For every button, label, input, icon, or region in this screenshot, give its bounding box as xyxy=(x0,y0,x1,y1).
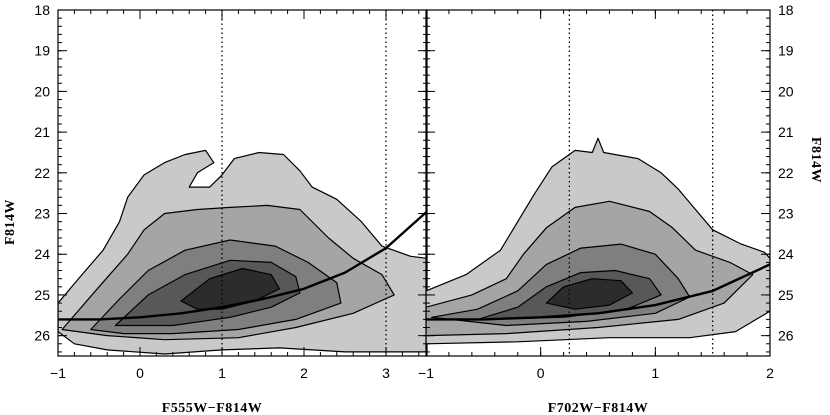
left-ytick-label: 18 xyxy=(34,2,50,18)
right-ytick-label: 22 xyxy=(778,165,794,181)
left-ytick-label: 26 xyxy=(34,328,50,344)
right-ytick-label: 19 xyxy=(778,43,794,59)
left-panel: F555W−F814W F814W −1 0 1 2 31819202122232425… xyxy=(3,2,428,415)
left-ytick-label: 20 xyxy=(34,83,50,99)
right-frame xyxy=(425,9,771,357)
right-ytick-label: 18 xyxy=(778,2,794,18)
right-x-axis-title: F702W−F814W xyxy=(548,401,649,415)
right-ytick-label: 24 xyxy=(778,246,794,262)
right-fit-curve xyxy=(426,263,770,321)
left-ytick-label: 24 xyxy=(34,246,50,262)
right-contour-level-5 xyxy=(545,278,633,310)
right-xtick-label: 0 xyxy=(537,365,545,381)
right-panel: F702W−F814W F814W −1 0 1 2 18 19 20 21 22 23 24 25 2… xyxy=(418,2,823,415)
left-ytick-label: 21 xyxy=(34,124,50,140)
left-ytick-label: 23 xyxy=(34,206,50,222)
right-plot-area xyxy=(426,10,770,356)
right-xtick-label: 1 xyxy=(651,365,659,381)
right-ytick-label: 26 xyxy=(778,328,794,344)
right-ytick-label: 21 xyxy=(778,124,794,140)
left-xtick-label: 1 xyxy=(218,365,226,381)
left-fit-curve xyxy=(58,210,427,321)
right-xtick-label: −1 xyxy=(418,365,434,381)
left-xtick-label: 0 xyxy=(136,365,144,381)
right-y-axis-title: F814W xyxy=(808,137,823,183)
left-ytick-label: 19 xyxy=(34,43,50,59)
right-ytick-label: 23 xyxy=(778,206,794,222)
left-xtick-label: 2 xyxy=(300,365,308,381)
left-ytick-label: 22 xyxy=(34,165,50,181)
left-plot-area xyxy=(58,10,427,356)
left-ytick-label: 25 xyxy=(34,287,50,303)
left-frame xyxy=(57,9,428,357)
left-xtick-label: −1 xyxy=(50,365,66,381)
left-x-axis-title: F555W−F814W xyxy=(162,401,263,415)
left-y-axis-title: F814W xyxy=(3,199,18,245)
right-xtick-label: 2 xyxy=(766,365,774,381)
left-xtick-label: 3 xyxy=(382,365,390,381)
right-ytick-label: 25 xyxy=(778,287,794,303)
right-ytick-label: 20 xyxy=(778,83,794,99)
